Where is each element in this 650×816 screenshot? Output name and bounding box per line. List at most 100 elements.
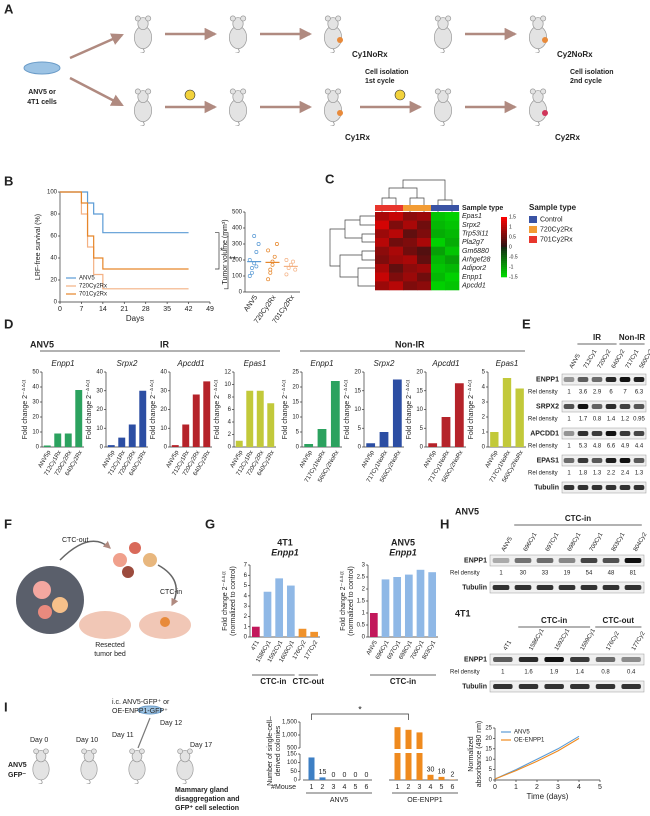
band (633, 431, 645, 436)
y-tick-label: 10 (416, 407, 423, 413)
heat-cell (389, 246, 404, 256)
y-tick-label: 1 (482, 430, 486, 436)
tumor (542, 110, 548, 116)
legend-title: Sample type (529, 203, 577, 212)
syringe (137, 717, 151, 749)
heat-cell (417, 272, 432, 282)
colorbar-cell (501, 267, 507, 270)
colorbar-cell (501, 259, 507, 262)
colorbar-label: -0.5 (509, 254, 518, 260)
y-tick-label: 40 (96, 370, 103, 376)
heat-cell (403, 212, 418, 221)
label: Day 11 (112, 732, 134, 739)
band (536, 558, 554, 563)
band (619, 458, 631, 463)
y-tick-label: 2 (228, 432, 232, 438)
point (266, 248, 271, 253)
y-tick-label: 1,000 (282, 733, 298, 739)
bar (118, 437, 126, 447)
heat-cell (375, 255, 390, 265)
x-tick-label: 0 (58, 306, 62, 313)
lane-label: 698Cy1 (567, 531, 583, 552)
y-tick-label: 6 (244, 573, 248, 579)
heat-cell (403, 229, 418, 239)
label: 1st cycle (365, 78, 395, 85)
x-axis-label: Time (days) (527, 792, 569, 801)
chart-title: Enpp1 (51, 359, 74, 368)
density-value: 1 (567, 444, 571, 450)
bar (438, 776, 445, 780)
y-tick-label: 6 (228, 407, 232, 413)
density-value: 6.6 (607, 444, 616, 450)
bar (308, 757, 315, 780)
bar (319, 777, 326, 780)
y-tick-label: 10 (96, 426, 103, 432)
heat-cell (403, 255, 418, 265)
cell (38, 605, 52, 619)
x-tick-label: 6 (365, 784, 369, 791)
y-tick-label: 0.5 (357, 623, 366, 629)
mouse (133, 15, 153, 53)
colorbar-label: 0.5 (509, 234, 516, 240)
group-label: IR (160, 339, 170, 349)
density-value: 0.8 (601, 670, 610, 676)
sig-bracket (215, 232, 229, 290)
line (494, 735, 580, 780)
y-axis-label: Fold change 2⁻ᐞᐞᶜᵗ (21, 379, 29, 439)
y-tick-label: 5 (244, 583, 248, 589)
value-label: 0 (354, 772, 358, 779)
group-label: Non-IR (395, 339, 425, 349)
x-tick-label: 4T1 (251, 639, 262, 652)
blot-strip (561, 427, 647, 440)
lane-label: 4T1 (503, 639, 514, 652)
x-tick-label: 3 (332, 784, 336, 791)
row-label: Rel density (528, 471, 558, 477)
colorbar-cell (501, 223, 507, 226)
y-tick-label: 3 (482, 400, 486, 406)
colorbar-cell (501, 217, 507, 220)
label: tumor bed (94, 651, 126, 658)
y-tick-label: 400 (232, 226, 243, 232)
tumor (337, 37, 343, 43)
panel-label: E (522, 316, 531, 331)
band (633, 485, 645, 490)
label: ANV5 or (28, 89, 56, 96)
x-tick-label: 1 (514, 784, 518, 791)
density-value: 54 (586, 571, 593, 577)
bar (75, 390, 83, 447)
bar (381, 579, 390, 637)
blot-strip (561, 481, 647, 494)
heat-cell (445, 220, 460, 230)
lane-label: 1592Cy1 (554, 627, 572, 651)
blot-strip (561, 373, 647, 386)
colorbar-label: 1 (509, 224, 512, 230)
density-value: 1.9 (550, 670, 559, 676)
ctc (129, 542, 141, 554)
legend-swatch (529, 216, 537, 223)
y-tick-label: 15 (416, 388, 423, 394)
density-value: 48 (608, 571, 615, 577)
band (514, 558, 532, 563)
y-tick-label: 4 (244, 593, 248, 599)
band (595, 684, 616, 689)
band (570, 684, 590, 689)
ctc (122, 566, 134, 578)
y-tick-label: 20 (160, 407, 167, 413)
row-label: Gm6880 (462, 248, 489, 255)
lane-label: 696Cy1 (523, 531, 539, 552)
band (595, 657, 616, 662)
group-label: CTC-in (541, 616, 567, 625)
group-label: CTC-in (260, 677, 286, 686)
label: Day 12 (160, 720, 182, 727)
radiation-icon (184, 89, 196, 101)
point (254, 250, 259, 254)
significance: ** (229, 255, 237, 265)
bar (490, 432, 499, 447)
y-tick-label: 10 (292, 415, 299, 421)
y-tick-label: 100 (232, 274, 243, 280)
cell (33, 581, 51, 599)
y-tick-label: 0 (420, 445, 424, 451)
density-value: 19 (564, 571, 571, 577)
density-value: 1.6 (524, 670, 533, 676)
density-value: 1.8 (579, 471, 588, 477)
